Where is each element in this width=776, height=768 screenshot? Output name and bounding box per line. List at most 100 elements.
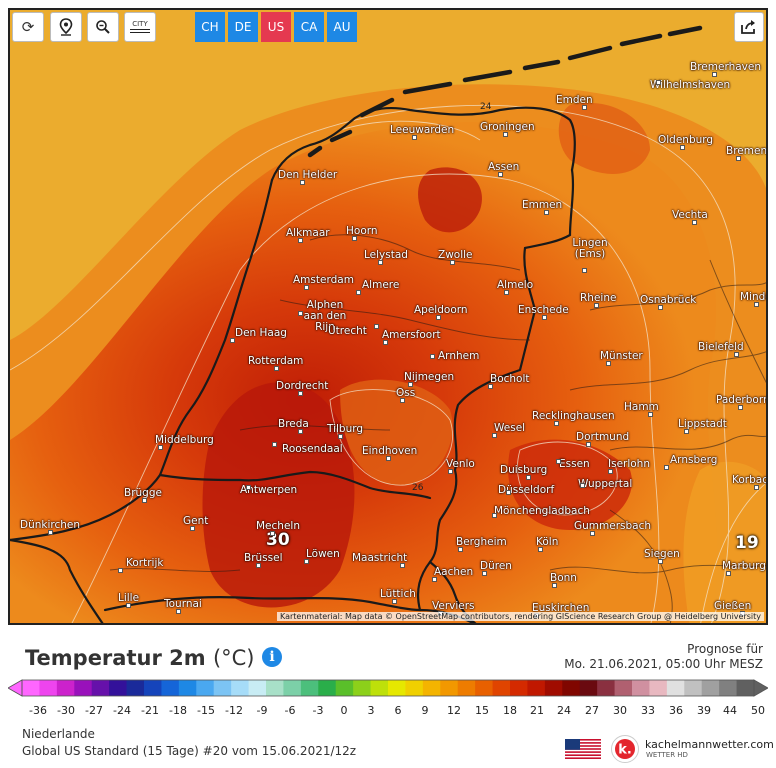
city-label: Bremerhaven <box>690 61 761 73</box>
color-scale-segment <box>353 680 372 696</box>
region-ch-button[interactable]: CH <box>195 12 225 42</box>
color-scale-tick: -30 <box>57 704 75 717</box>
city-marker <box>712 72 717 77</box>
color-scale-segment <box>701 680 720 696</box>
city-marker <box>300 180 305 185</box>
color-scale-segment <box>597 680 616 696</box>
temperature-map[interactable]: 24 26 30 19 Bremerhaven Wilhelmshaven Emde… <box>8 8 768 625</box>
city-label: Marburg <box>722 560 766 572</box>
color-scale-segment <box>56 680 75 696</box>
color-scale-tick: -3 <box>312 704 324 717</box>
city-label: Lelystad <box>364 249 408 261</box>
city-label: Arnsberg <box>670 454 718 466</box>
city-label: Oldenburg <box>658 134 714 146</box>
city-label: Brüssel <box>244 552 283 564</box>
location-pin-icon[interactable] <box>50 12 82 42</box>
map-attribution: Kartenmaterial: Map data © OpenStreetMap… <box>276 612 764 621</box>
color-scale-segment <box>39 680 58 696</box>
color-scale-segment <box>422 680 441 696</box>
city-marker <box>692 220 697 225</box>
city-label: Hamm <box>624 401 659 413</box>
city-marker <box>190 526 195 531</box>
city-marker <box>408 382 413 387</box>
city-label: Arnhem <box>438 350 480 362</box>
city-label: Dortmund <box>576 431 630 443</box>
city-marker <box>270 531 275 536</box>
region-us-button[interactable]: US <box>261 12 291 42</box>
region-de-button[interactable]: DE <box>228 12 258 42</box>
kachelmann-logo-icon[interactable]: k. <box>611 735 639 763</box>
color-scale-labels: -36 -30 -27 -24 -21 -18 -15 -12 -9 -6 -3 0 3 6 9 12 15 18… <box>8 704 768 718</box>
color-scale-segment <box>91 680 110 696</box>
city-marker <box>492 433 497 438</box>
city-label: Dordrecht <box>276 380 329 392</box>
color-scale-segment <box>649 680 668 696</box>
city-label: Wuppertal <box>578 478 633 490</box>
city-label: Enschede <box>518 304 569 316</box>
city-label: Assen <box>488 161 520 173</box>
city-label: Almere <box>362 279 400 291</box>
info-icon[interactable]: i <box>262 647 282 667</box>
region-au-button[interactable]: AU <box>327 12 357 42</box>
city-label: Tilburg <box>327 423 364 435</box>
share-button[interactable] <box>734 12 764 42</box>
city-label: Bergheim <box>456 536 507 548</box>
temperature-field <box>10 10 766 623</box>
brand-name[interactable]: kachelmannwetter.com <box>645 738 774 751</box>
color-scale-tick: 30 <box>613 704 627 717</box>
refresh-icon[interactable]: ⟳ <box>12 12 44 42</box>
city-marker <box>256 563 261 568</box>
color-scale-segment <box>161 680 180 696</box>
city-marker <box>656 80 661 85</box>
min-temperature-label: 19 <box>735 533 759 553</box>
city-marker <box>526 475 531 480</box>
city-marker <box>608 469 613 474</box>
zoom-out-icon[interactable] <box>87 12 119 42</box>
city-toggle-underline <box>130 32 150 33</box>
city-label: Lüttich <box>380 588 416 600</box>
color-scale-max-arrow <box>753 679 769 697</box>
color-scale-tick: -27 <box>85 704 103 717</box>
city-marker <box>538 547 543 552</box>
city-marker <box>580 483 585 488</box>
city-marker <box>544 210 549 215</box>
color-scale-tick: 39 <box>697 704 711 717</box>
city-marker <box>48 530 53 535</box>
city-label: Bielefeld <box>698 341 744 353</box>
isoline-label: 26 <box>412 483 424 493</box>
color-scale-segment <box>266 680 284 696</box>
city-label: Rheine <box>580 292 617 304</box>
city-label: Dünkirchen <box>20 519 81 531</box>
city-label: Hoorn <box>346 225 378 237</box>
color-scale-segment <box>440 680 459 696</box>
color-scale-segment <box>370 680 389 696</box>
share-icon <box>741 20 755 34</box>
city-marker <box>432 577 437 582</box>
color-scale-tick: 9 <box>421 704 429 717</box>
city-label: Amersfoort <box>382 329 441 341</box>
city-label: Groningen <box>480 121 535 133</box>
city-label: Recklinghausen <box>532 410 615 422</box>
city-label: Siegen <box>644 548 680 560</box>
color-scale-segment <box>248 680 267 696</box>
city-label: Lille <box>118 592 140 604</box>
city-label: Bonn <box>550 572 577 584</box>
color-scale-segment <box>666 680 685 696</box>
city-label: Almelo <box>497 279 534 291</box>
city-marker <box>298 238 303 243</box>
city-label: Emmen <box>522 199 563 211</box>
city-label: Wesel <box>494 422 526 434</box>
city-toggle-button[interactable]: CITY <box>124 12 156 42</box>
city-label: Lingen (Ems) <box>572 237 608 260</box>
us-flag-icon <box>565 739 601 759</box>
city-marker <box>664 465 669 470</box>
region-ca-button[interactable]: CA <box>294 12 324 42</box>
city-marker <box>492 513 497 518</box>
city-marker <box>274 366 279 371</box>
city-marker <box>606 361 611 366</box>
color-scale-border <box>21 679 755 697</box>
city-label: Zwolle <box>438 249 473 261</box>
city-marker <box>176 609 181 614</box>
city-marker <box>378 260 383 265</box>
color-scale-segment <box>213 680 232 696</box>
